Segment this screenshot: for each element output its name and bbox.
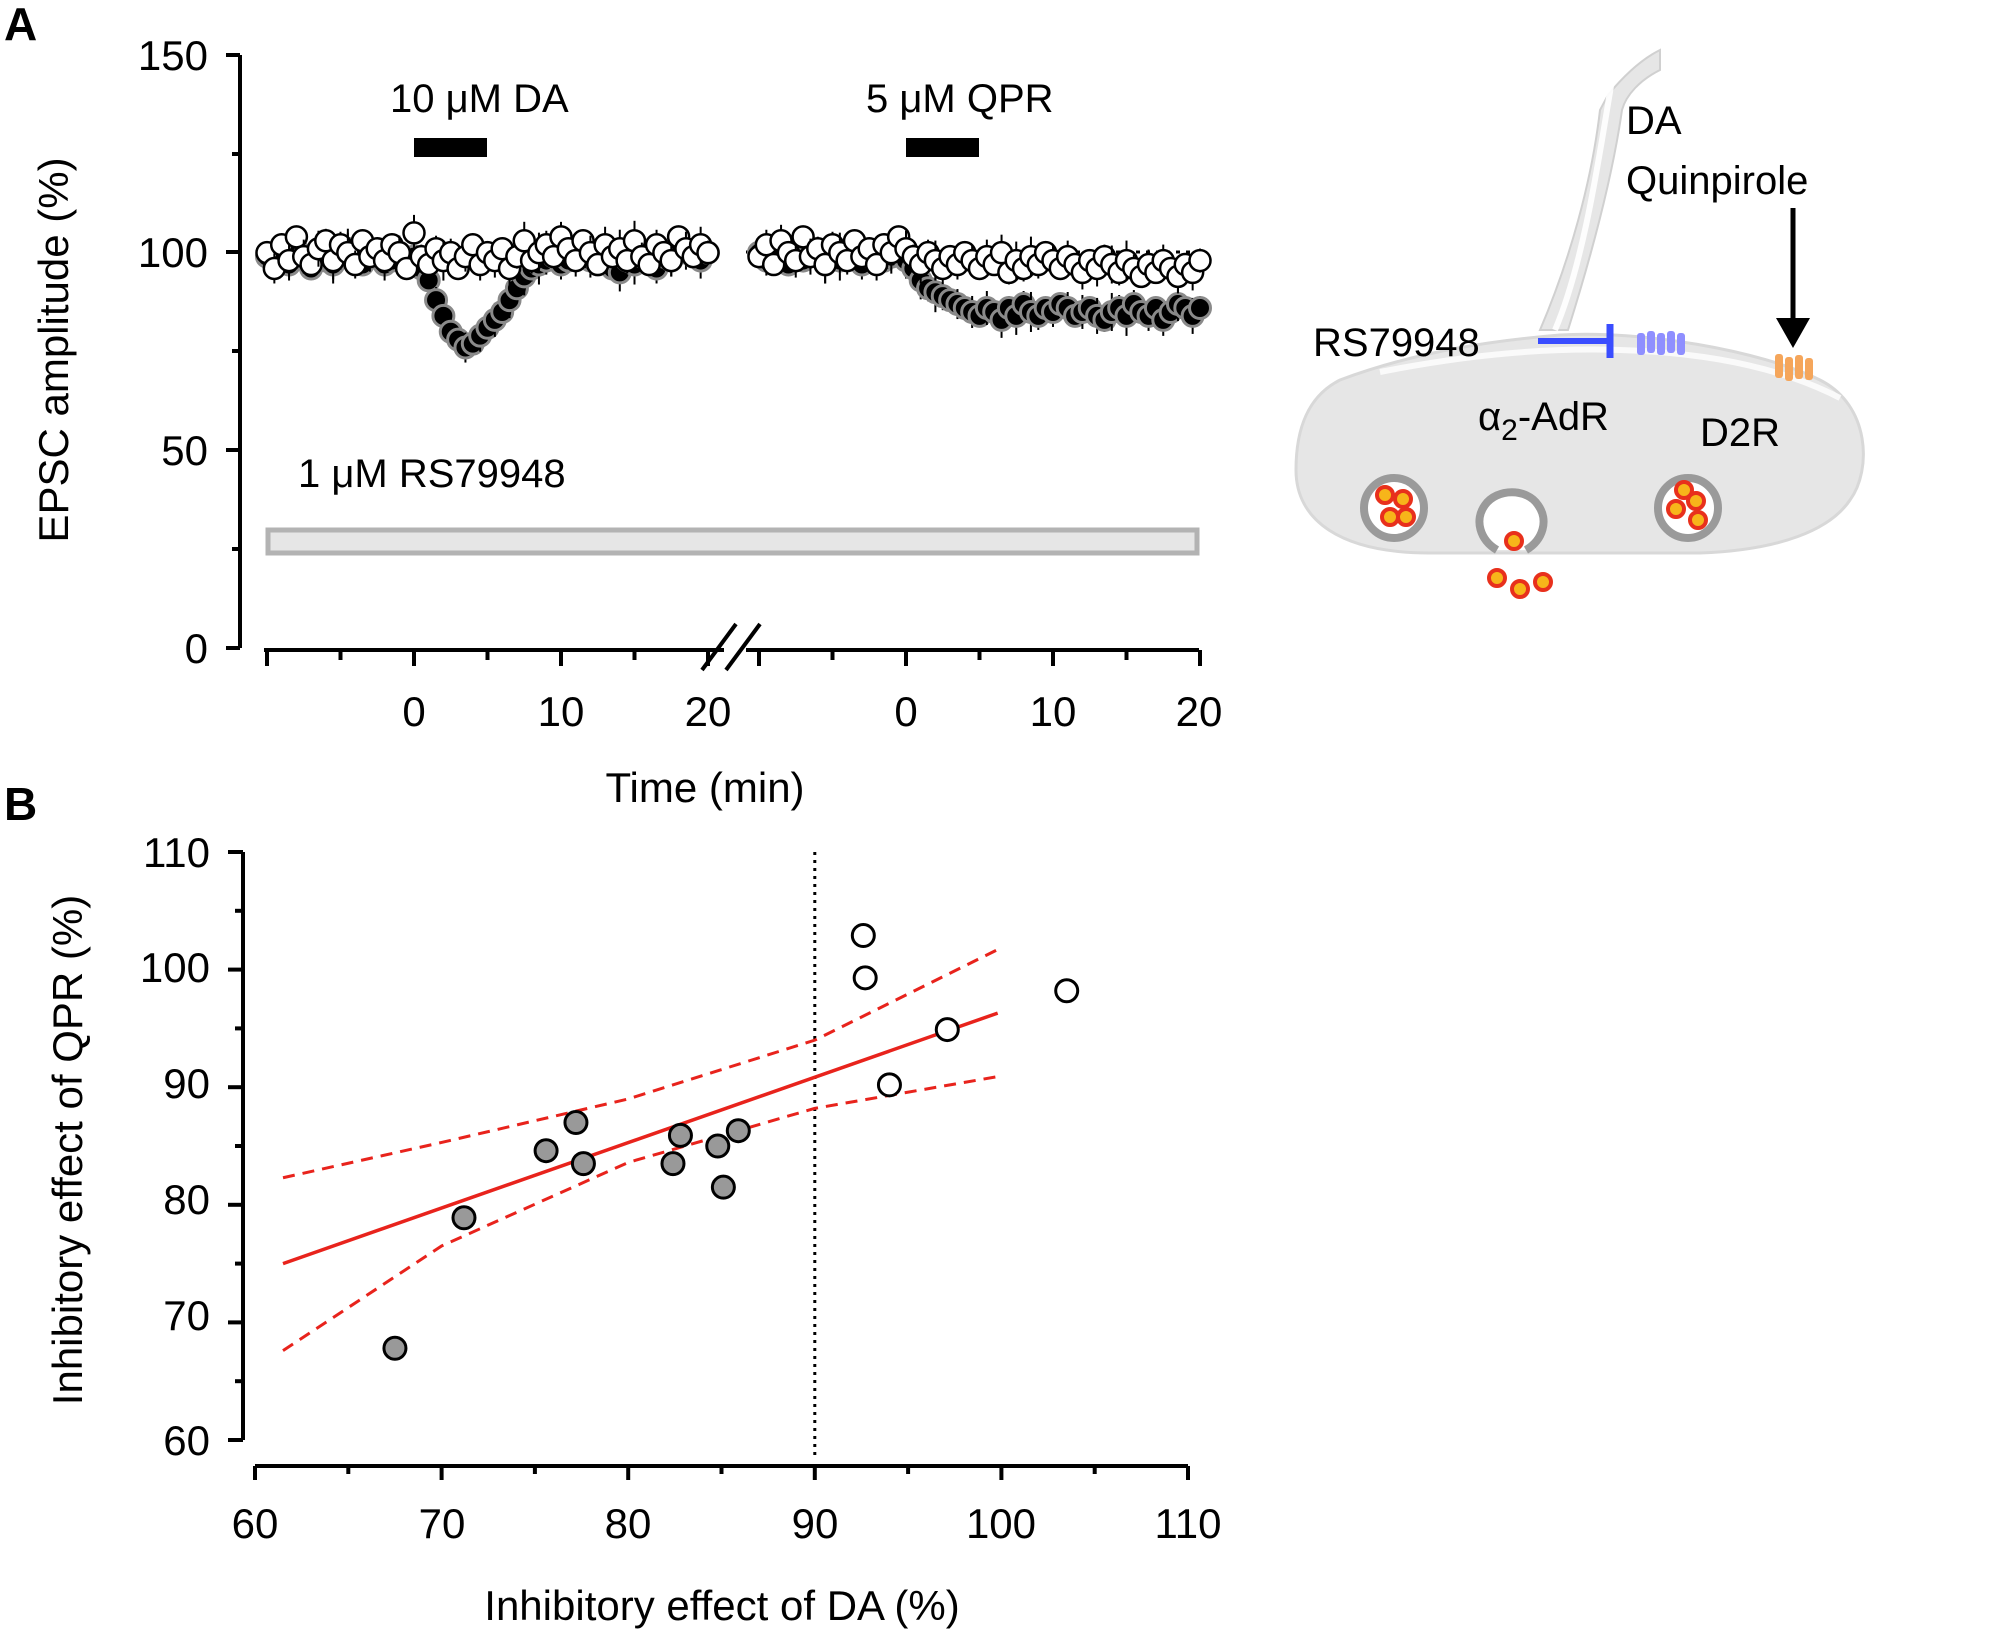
panel-b-xtick-70: 70 [419, 1500, 466, 1547]
panel-b-xtick-80: 80 [605, 1500, 652, 1547]
panel-a-x-ticks [265, 650, 1202, 666]
panel-b-point-gray [563, 1109, 589, 1135]
alpha2-adr-label: α2-AdR [1478, 395, 1609, 447]
presynaptic-terminal [1294, 332, 1865, 555]
panel-b-ticks [228, 850, 1190, 1480]
panel-a-xtick-seg1-0: 0 [402, 688, 425, 735]
da-diagram-label: DA [1626, 99, 1682, 143]
panel-a-point-open [696, 240, 720, 265]
alpha2-receptor-icon [1637, 331, 1685, 355]
panel-b-point-gray [660, 1151, 686, 1177]
panel-a-ytick-0: 0 [185, 625, 208, 672]
panel-a-point-open [402, 221, 426, 245]
panel-b-point-gray [570, 1151, 596, 1177]
axon-shaft [1538, 48, 1661, 331]
panel-b-point-gray [382, 1335, 408, 1361]
regression-ci-lower [282, 1075, 998, 1352]
regression-ci-upper [282, 948, 999, 1180]
panel-b-point-gray [725, 1118, 751, 1144]
panel-a-xtick-seg1-10: 10 [538, 688, 585, 735]
panel-b-ytick-100: 100 [140, 944, 210, 991]
panel-b-point-open [876, 1072, 902, 1098]
panel-b-plot-area [282, 852, 1080, 1460]
panel-b-point-gray [533, 1138, 559, 1164]
panel-a-point-open [284, 225, 309, 249]
da-application-bar [414, 138, 487, 157]
panel-a-point-open [1188, 248, 1212, 273]
da-label: 10 μM DA [390, 77, 569, 121]
qpr-application-bar [906, 138, 979, 157]
panel-b-point-gray [451, 1205, 477, 1231]
panel-b-letter: B [4, 778, 37, 830]
panel-b-point-open [934, 1017, 960, 1043]
panel-a-ytick-100: 100 [138, 229, 208, 276]
rs79948-application-bar [265, 527, 1200, 556]
panel-b-point-open [852, 965, 878, 991]
panel-b-ytick-90: 90 [163, 1060, 210, 1107]
panel-b-ytick-70: 70 [163, 1292, 210, 1339]
panel-a-xtick-seg2-10: 10 [1030, 688, 1077, 735]
qpr-label: 5 μM QPR [866, 77, 1054, 121]
panel-a-ytick-50: 50 [161, 427, 208, 474]
panel-b-xtick-110: 110 [1155, 1500, 1222, 1547]
panel-b-ytick-80: 80 [163, 1176, 210, 1223]
panel-a-y-ticks [226, 53, 240, 650]
panel-a-data-points [255, 214, 1212, 363]
panel-b-xtick-90: 90 [792, 1500, 839, 1547]
synaptic-vesicle-right [1654, 474, 1722, 542]
panel-a-y-title: EPSC amplitude (%) [30, 157, 77, 542]
panel-a-xtick-seg2-20: 20 [1176, 688, 1223, 735]
d2r-label: D2R [1700, 411, 1780, 455]
rs79948-diagram-label: RS79948 [1313, 321, 1480, 365]
panel-a-ytick-150: 150 [138, 32, 208, 79]
panel-a-xtick-seg1-20: 20 [685, 688, 732, 735]
panel-a-letter: A [4, 0, 37, 50]
panel-b-xtick-100: 100 [966, 1500, 1036, 1547]
synapse-diagram: DA Quinpirole RS79948 α2-AdR D2R [1294, 48, 1865, 599]
d2-receptor-icon [1775, 354, 1813, 381]
panel-b-point-gray [710, 1174, 736, 1200]
panel-a-axis-break [700, 622, 762, 672]
panel-b-ytick-60: 60 [163, 1417, 210, 1464]
panel-b-point-gray [667, 1122, 693, 1148]
panel-b-x-title: Inhibitory effect of DA (%) [484, 1582, 959, 1629]
rs79948-label: 1 μM RS79948 [298, 452, 566, 496]
panel-b-ytick-110: 110 [143, 829, 210, 876]
panel-a-point-filled [1188, 296, 1212, 321]
panel-b-xtick-60: 60 [232, 1500, 279, 1547]
panel-b-point-open [850, 922, 876, 948]
quinpirole-label: Quinpirole [1626, 159, 1808, 203]
fusing-vesicle [1475, 488, 1553, 599]
regression-line [282, 1011, 999, 1266]
panel-b-point-open [1054, 978, 1080, 1004]
panel-b-y-title: Inhibitory effect of QPR (%) [44, 895, 91, 1405]
panel-b-point-gray [705, 1133, 731, 1159]
agonist-arrowhead [1776, 318, 1810, 348]
synaptic-vesicle-left [1360, 474, 1428, 542]
panel-a-xtick-seg2-0: 0 [894, 688, 917, 735]
panel-a-x-title: Time (min) [605, 764, 804, 811]
